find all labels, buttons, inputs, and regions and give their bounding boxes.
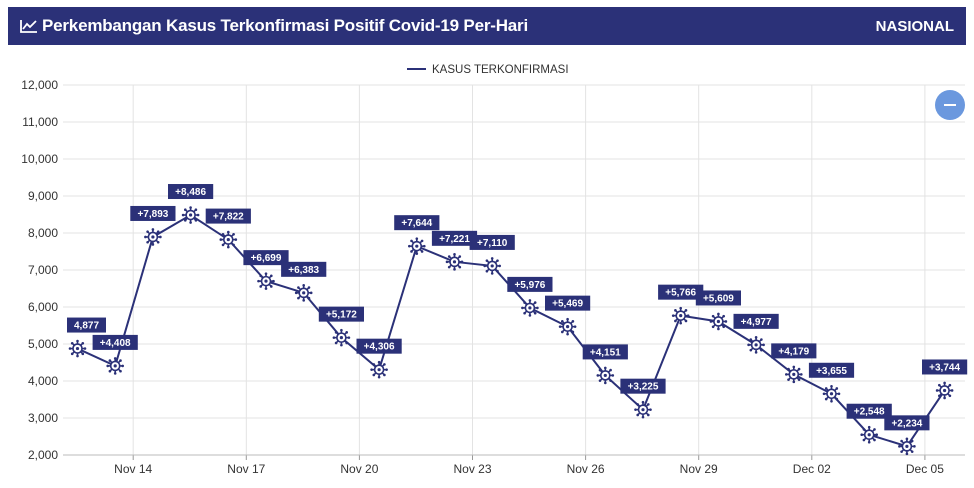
svg-text:+4,306: +4,306 [364,342,395,353]
x-tick-label: Dec 05 [906,462,944,476]
data-label: +4,306 [356,338,402,354]
y-tick-label: 12,000 [21,78,58,92]
svg-text:+2,548: +2,548 [854,407,885,418]
data-point [445,253,464,271]
svg-text:+7,822: +7,822 [213,212,244,223]
data-label: +4,179 [771,343,817,359]
data-label: 4,877 [67,317,106,333]
svg-text:+6,383: +6,383 [288,265,319,276]
svg-text:+5,172: +5,172 [326,310,357,321]
data-point [332,328,351,347]
data-point [860,425,878,444]
line-chart-icon [20,19,38,33]
zoom-out-button[interactable] [935,90,965,120]
svg-text:4,877: 4,877 [74,321,99,332]
svg-text:+7,893: +7,893 [137,209,168,220]
data-point [219,230,238,249]
svg-text:+6,699: +6,699 [251,253,282,264]
data-label: +2,548 [846,403,892,419]
data-label: +5,469 [545,295,591,311]
chart-title: Perkembangan Kasus Terkonfirmasi Positif… [42,16,528,35]
data-label: +5,172 [318,306,364,322]
y-tick-label: 4,000 [28,374,58,388]
svg-text:+7,110: +7,110 [477,238,508,249]
data-label: +4,408 [92,334,138,350]
data-label: +8,486 [168,184,214,200]
data-label: +3,744 [922,359,968,375]
data-point [257,272,275,290]
svg-text:+7,221: +7,221 [439,234,470,245]
data-label: +6,699 [243,250,289,266]
data-label: +4,977 [733,313,779,329]
x-tick-label: Nov 20 [340,462,378,476]
x-tick-label: Nov 14 [114,462,152,476]
svg-text:+4,977: +4,977 [741,317,772,328]
data-point [596,366,615,385]
scope-label: NASIONAL [875,17,954,35]
y-tick-label: 7,000 [28,263,58,277]
svg-text:+8,486: +8,486 [175,187,206,198]
svg-text:+5,609: +5,609 [703,293,734,304]
data-point [408,237,426,255]
data-point [181,206,200,224]
data-point [898,437,916,456]
data-label: +3,225 [620,378,666,394]
line-chart: 2,000 3,000 4,000 5,000 6,000 7,000 8,000 9,000… [21,64,968,476]
data-label: +4,151 [582,344,628,360]
data-point [483,257,502,275]
data-point [935,381,954,400]
chart-header: Perkembangan Kasus Terkonfirmasi Positif… [8,7,966,45]
svg-text:+4,179: +4,179 [778,346,809,357]
x-tick-label: Nov 29 [680,462,718,476]
svg-text:+3,744: +3,744 [929,362,960,373]
svg-text:+5,469: +5,469 [552,299,583,310]
data-label: +2,234 [884,415,930,431]
data-point [671,306,690,325]
y-tick-label: 6,000 [28,300,58,314]
data-point [144,228,162,246]
data-label: +5,609 [695,290,741,306]
data-label: +7,221 [431,230,478,246]
data-label: +7,644 [394,215,440,231]
svg-text:+2,234: +2,234 [891,418,922,429]
data-point [709,312,728,331]
data-point [370,360,388,379]
svg-text:+5,976: +5,976 [514,280,545,291]
data-point [68,339,87,358]
data-label: +5,976 [507,276,553,292]
data-label: +7,893 [130,205,176,221]
data-point [106,357,124,375]
y-tick-label: 2,000 [28,448,58,462]
svg-text:+7,644: +7,644 [401,218,432,229]
data-point [634,400,652,419]
data-point [747,336,765,354]
x-tick-label: Nov 26 [567,462,605,476]
x-tick-label: Dec 02 [793,462,831,476]
data-label: +7,110 [469,234,515,250]
x-tick-label: Nov 23 [453,462,491,476]
y-tick-label: 8,000 [28,226,58,240]
x-tick-label: Nov 17 [227,462,265,476]
y-tick-label: 5,000 [28,337,58,351]
svg-text:+4,151: +4,151 [590,347,621,358]
data-label: +6,383 [281,261,327,277]
data-label: +7,822 [205,208,251,224]
y-tick-label: 10,000 [21,152,58,166]
y-tick-label: 9,000 [28,189,58,203]
svg-text:+3,225: +3,225 [628,382,659,393]
data-label: +3,655 [808,362,855,378]
legend-label: KASUS TERKONFIRMASI [432,64,569,76]
data-point [558,317,577,336]
svg-text:+4,408: +4,408 [100,338,131,349]
data-point [822,384,841,403]
minus-icon [944,104,956,106]
data-point [294,284,313,302]
y-tick-label: 11,000 [22,115,58,129]
svg-text:+5,766: +5,766 [665,288,696,299]
y-tick-label: 3,000 [28,411,58,425]
svg-text:+3,655: +3,655 [816,366,847,377]
data-point [785,365,803,384]
data-label: +5,766 [658,284,704,300]
data-point [521,299,539,317]
